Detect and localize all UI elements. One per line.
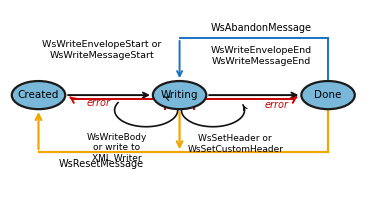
- Text: error: error: [265, 100, 289, 110]
- Text: Done: Done: [315, 90, 342, 100]
- Text: WsResetMessage: WsResetMessage: [59, 159, 144, 169]
- Text: WsWriteBody
or write to
XML Writer: WsWriteBody or write to XML Writer: [86, 133, 147, 163]
- Text: WsWriteEnvelopeStart or
WsWriteMessageStart: WsWriteEnvelopeStart or WsWriteMessageSt…: [42, 41, 161, 60]
- Text: WsWriteEnvelopeEnd
WsWriteMessageEnd: WsWriteEnvelopeEnd WsWriteMessageEnd: [211, 46, 312, 66]
- Circle shape: [153, 81, 206, 109]
- Text: WsAbandonMessage: WsAbandonMessage: [211, 23, 312, 33]
- Text: error: error: [87, 98, 111, 108]
- Circle shape: [12, 81, 65, 109]
- Text: Created: Created: [18, 90, 59, 100]
- Text: WsSetHeader or
WsSetCustomHeader: WsSetHeader or WsSetCustomHeader: [187, 134, 283, 154]
- Circle shape: [301, 81, 355, 109]
- Text: Writing: Writing: [161, 90, 198, 100]
